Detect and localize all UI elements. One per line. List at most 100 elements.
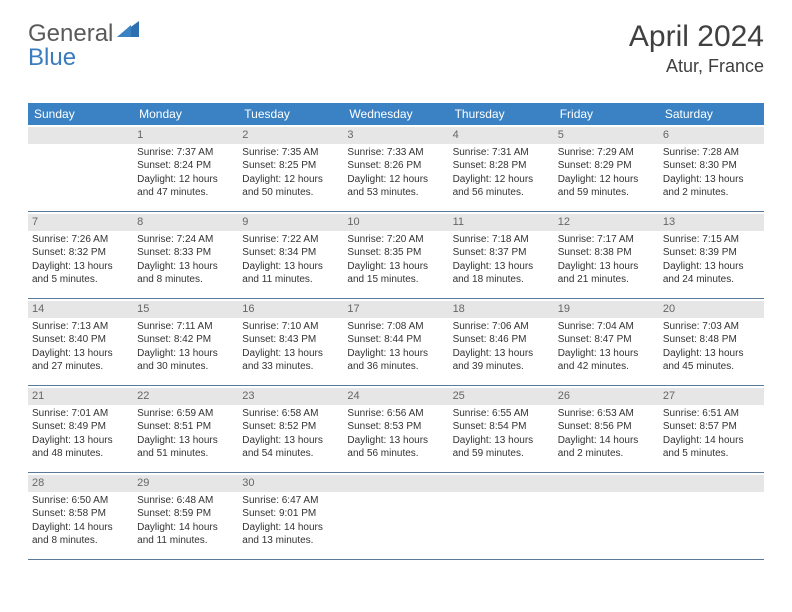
calendar-cell: 27Sunrise: 6:51 AMSunset: 8:57 PMDayligh… <box>659 386 764 472</box>
cell-text-line: and 48 minutes. <box>32 447 129 461</box>
cell-text-line: Sunset: 8:28 PM <box>453 159 550 173</box>
calendar-cell: 24Sunrise: 6:56 AMSunset: 8:53 PMDayligh… <box>343 386 448 472</box>
cell-text-line: Sunset: 8:43 PM <box>242 333 339 347</box>
calendar-cell: 22Sunrise: 6:59 AMSunset: 8:51 PMDayligh… <box>133 386 238 472</box>
cell-text-line: Daylight: 13 hours <box>663 173 760 187</box>
cell-text-line: Sunrise: 7:10 AM <box>242 320 339 334</box>
day-number: 3 <box>343 127 448 144</box>
day-number: 1 <box>133 127 238 144</box>
cell-text-line: Sunrise: 7:35 AM <box>242 146 339 160</box>
cell-text-line: and 56 minutes. <box>347 447 444 461</box>
cell-text-line: Daylight: 13 hours <box>242 434 339 448</box>
cell-text-line: Sunset: 8:34 PM <box>242 246 339 260</box>
day-number: 4 <box>449 127 554 144</box>
calendar-cell: 7Sunrise: 7:26 AMSunset: 8:32 PMDaylight… <box>28 212 133 298</box>
cell-text-line: Sunset: 8:44 PM <box>347 333 444 347</box>
calendar-row: 7 Sunrise: 7:26 AMSunset: 8:32 PM Daylight… <box>28 212 764 299</box>
day-number: 23 <box>238 388 343 405</box>
day-number: 8 <box>133 214 238 231</box>
calendar-cell: 17Sunrise: 7:08 AMSunset: 8:44 PMDayligh… <box>343 299 448 385</box>
cell-text-line: and 47 minutes. <box>137 186 234 200</box>
cell-text-line: Sunrise: 7:33 AM <box>347 146 444 160</box>
cell-text-line: and 59 minutes. <box>453 447 550 461</box>
cell-text-line: Sunrise: 7:06 AM <box>453 320 550 334</box>
calendar-cell: 14Sunrise: 7:13 AMSunset: 8:40 PMDayligh… <box>28 299 133 385</box>
day-number <box>28 127 133 144</box>
cell-text-line: Daylight: 13 hours <box>32 434 129 448</box>
cell-text-line: and 50 minutes. <box>242 186 339 200</box>
cell-text-line: Sunset: 8:32 PM <box>32 246 129 260</box>
cell-text-line: and 11 minutes. <box>242 273 339 287</box>
logo-row2: Blue <box>28 44 76 72</box>
cell-text-line: Daylight: 13 hours <box>663 260 760 274</box>
day-number: 12 <box>554 214 659 231</box>
day-number <box>659 475 764 492</box>
cell-text-line: and 18 minutes. <box>453 273 550 287</box>
day-number: 7 <box>28 214 133 231</box>
cell-text-line: Sunrise: 7:18 AM <box>453 233 550 247</box>
cell-text-line: Sunset: 8:24 PM <box>137 159 234 173</box>
cell-text-line: and 8 minutes. <box>137 273 234 287</box>
cell-text-line: Sunrise: 7:15 AM <box>663 233 760 247</box>
day-number: 19 <box>554 301 659 318</box>
calendar-cell: 10Sunrise: 7:20 AMSunset: 8:35 PMDayligh… <box>343 212 448 298</box>
cell-text-line: Sunrise: 7:11 AM <box>137 320 234 334</box>
cell-text-line: and 59 minutes. <box>558 186 655 200</box>
calendar-cell: 5Sunrise: 7:29 AMSunset: 8:29 PMDaylight… <box>554 125 659 211</box>
cell-text-line: Sunrise: 7:31 AM <box>453 146 550 160</box>
day-number: 20 <box>659 301 764 318</box>
cell-text-line: Sunset: 8:47 PM <box>558 333 655 347</box>
cell-text-line: Sunrise: 7:04 AM <box>558 320 655 334</box>
day-number: 28 <box>28 475 133 492</box>
calendar-cell <box>554 473 659 559</box>
day-number: 17 <box>343 301 448 318</box>
cell-text-line: Sunrise: 7:20 AM <box>347 233 444 247</box>
calendar-cell: 2Sunrise: 7:35 AMSunset: 8:25 PMDaylight… <box>238 125 343 211</box>
calendar-cell: 19Sunrise: 7:04 AMSunset: 8:47 PMDayligh… <box>554 299 659 385</box>
cell-text-line: Sunrise: 6:55 AM <box>453 407 550 421</box>
calendar-cell: 20Sunrise: 7:03 AMSunset: 8:48 PMDayligh… <box>659 299 764 385</box>
cell-text-line: Sunset: 8:54 PM <box>453 420 550 434</box>
day-number <box>554 475 659 492</box>
cell-text-line: Daylight: 13 hours <box>347 260 444 274</box>
cell-text-line: Sunset: 8:51 PM <box>137 420 234 434</box>
calendar-cell: 6Sunrise: 7:28 AMSunset: 8:30 PMDaylight… <box>659 125 764 211</box>
calendar-cell: 21Sunrise: 7:01 AMSunset: 8:49 PMDayligh… <box>28 386 133 472</box>
cell-text-line: Sunrise: 7:26 AM <box>32 233 129 247</box>
cell-text-line: Daylight: 13 hours <box>242 347 339 361</box>
cell-text-line: and 5 minutes. <box>32 273 129 287</box>
cell-text-line: Sunrise: 6:51 AM <box>663 407 760 421</box>
calendar-cell <box>659 473 764 559</box>
day-number: 13 <box>659 214 764 231</box>
weekday-header: Thursday <box>449 103 554 125</box>
location: Atur, France <box>629 56 764 77</box>
cell-text-line: Sunset: 8:29 PM <box>558 159 655 173</box>
cell-text-line: Sunrise: 6:58 AM <box>242 407 339 421</box>
cell-text-line: Sunrise: 7:01 AM <box>32 407 129 421</box>
cell-text-line: and 13 minutes. <box>242 534 339 548</box>
cell-text-line: and 24 minutes. <box>663 273 760 287</box>
cell-text-line: Daylight: 12 hours <box>347 173 444 187</box>
cell-text-line: Daylight: 12 hours <box>558 173 655 187</box>
cell-text-line: Sunrise: 7:28 AM <box>663 146 760 160</box>
calendar-header-row: SundayMondayTuesdayWednesdayThursdayFrid… <box>28 103 764 125</box>
calendar-cell: 1Sunrise: 7:37 AMSunset: 8:24 PMDaylight… <box>133 125 238 211</box>
cell-text-line: Sunset: 8:39 PM <box>663 246 760 260</box>
cell-text-line: Daylight: 14 hours <box>137 521 234 535</box>
cell-text-line: Sunset: 8:33 PM <box>137 246 234 260</box>
cell-text-line: Daylight: 14 hours <box>663 434 760 448</box>
weekday-header: Friday <box>554 103 659 125</box>
day-number: 11 <box>449 214 554 231</box>
cell-text-line: Sunset: 8:53 PM <box>347 420 444 434</box>
cell-text-line: Sunrise: 7:13 AM <box>32 320 129 334</box>
calendar-cell: 8Sunrise: 7:24 AMSunset: 8:33 PMDaylight… <box>133 212 238 298</box>
cell-text-line: and 39 minutes. <box>453 360 550 374</box>
calendar-cell: 15Sunrise: 7:11 AMSunset: 8:42 PMDayligh… <box>133 299 238 385</box>
calendar-cell <box>449 473 554 559</box>
calendar-cell: 4Sunrise: 7:31 AMSunset: 8:28 PMDaylight… <box>449 125 554 211</box>
cell-text-line: and 45 minutes. <box>663 360 760 374</box>
cell-text-line: Sunrise: 6:47 AM <box>242 494 339 508</box>
calendar-body: 1Sunrise: 7:37 AMSunset: 8:24 PMDaylight… <box>28 125 764 560</box>
cell-text-line: Sunrise: 6:53 AM <box>558 407 655 421</box>
cell-text-line: and 2 minutes. <box>663 186 760 200</box>
